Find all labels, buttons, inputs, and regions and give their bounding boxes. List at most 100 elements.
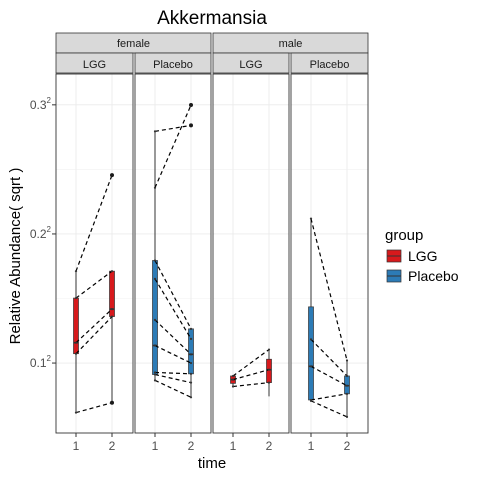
box-body [266,358,272,383]
strip-female [55,32,212,54]
data-point [153,318,157,322]
legend-label-lgg: LGG [408,248,438,264]
data-point [110,308,114,311]
panel-border [134,73,212,434]
strip-label-lgg: LGG [83,59,106,71]
pair-line [154,278,192,340]
strip-label-male: male [279,38,303,50]
data-point [153,186,157,189]
panel-female-lgg [55,73,134,434]
y-axis: 0.120.220.32 [30,96,56,370]
data-point [345,374,349,378]
strip-male-lgg [212,52,290,74]
data-point [345,359,349,362]
pair-line [232,382,270,388]
strip-female-placebo [134,52,212,74]
box-body [73,297,79,355]
outlier-point [189,103,193,108]
outlier-point [110,173,114,178]
pair-line [75,316,113,355]
data-point [345,392,349,395]
chart-title: Akkermansia [157,8,267,29]
data-point [74,296,78,300]
data-point [309,365,313,368]
data-point [74,411,78,414]
pair-line [154,104,192,188]
outlier-point [110,400,114,405]
pair-line [75,270,113,299]
x-tick-label: 1 [152,439,159,453]
data-point [309,399,313,402]
data-point [74,270,78,273]
data-point [309,217,313,220]
data-point [153,373,157,376]
panel-border [290,73,369,434]
x-tick-label: 1 [230,439,237,453]
data-point [267,348,271,351]
data-point [189,327,193,330]
box-body [308,306,314,401]
strip-male [212,32,369,54]
strip-female-lgg [55,52,134,74]
pair-line [232,369,270,381]
data-point [267,368,271,371]
y-tick-exponent: 2 [47,96,52,105]
data-point [345,415,349,418]
pair-line [154,124,192,132]
data-point [189,361,193,365]
data-point [267,381,271,384]
data-point [231,378,235,381]
y-tick-base: 0.2 [30,227,47,241]
box-body [152,260,158,375]
data-point [153,379,157,382]
y-tick-exponent: 2 [47,225,52,234]
pair-line [310,338,348,377]
y-tick-exponent: 2 [47,354,52,363]
data-point [189,372,193,375]
data-point [153,344,157,347]
y-axis-title: Relative Abundance( sqrt ) [7,168,24,345]
panel-background [56,74,133,433]
data-point [309,338,313,341]
x-tick-label: 2 [109,439,116,453]
panel-background [291,74,368,433]
data-point [153,277,157,280]
x-tick-label: 1 [73,439,80,453]
y-tick-label: 0.32 [30,96,52,112]
pair-line [310,393,348,401]
legend-key-placebo: Placebo [386,268,459,284]
y-tick-label: 0.12 [30,354,52,370]
x-tick-label: 2 [344,439,351,453]
x-tick-label: 2 [188,439,195,453]
data-point [153,259,157,262]
x-axis-title: time [198,455,226,472]
y-tick-base: 0.3 [30,98,47,112]
pair-line [232,349,270,377]
data-point [345,384,349,387]
strip-label-female: female [117,38,150,50]
y-tick-label: 0.22 [30,225,52,241]
data-point [189,353,193,356]
x-axis: 1 2 1 2 1 2 1 2 [73,433,351,453]
legend: group LGG Placebo [385,227,459,284]
data-point [74,341,78,344]
panel-background [213,74,289,433]
data-point [189,381,193,384]
strip-label-lgg: LGG [239,59,262,71]
pair-line [75,308,113,344]
panel-female-placebo [134,73,212,434]
y-tick-base: 0.1 [30,356,47,370]
data-point [110,315,114,318]
facet-strips: female male LGG Placebo LGG Placebo [55,32,369,74]
data-point [189,337,193,340]
legend-key-lgg: LGG [386,248,438,264]
facet-panels [55,73,369,434]
panel-border [55,73,134,434]
outlier-point [189,123,193,128]
data-point [153,371,157,374]
strip-label-placebo: Placebo [310,59,350,71]
panel-border [212,73,290,434]
panel-male-placebo [290,73,369,434]
data-point [153,130,157,133]
pair-line [154,371,192,375]
